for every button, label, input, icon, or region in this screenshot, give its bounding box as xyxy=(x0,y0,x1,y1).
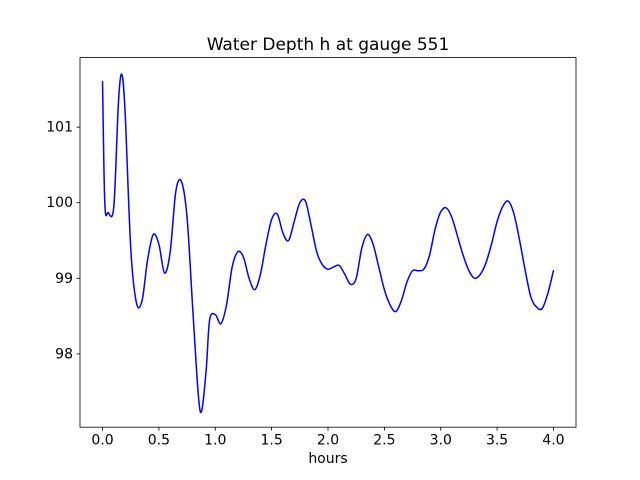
x-tick-label: 2.5 xyxy=(373,433,395,449)
x-tick-label: 3.5 xyxy=(486,433,508,449)
x-tick-label: 2.0 xyxy=(317,433,339,449)
x-tick-label: 0.0 xyxy=(91,433,113,449)
y-tick-label: 98 xyxy=(55,346,73,362)
x-tick-label: 4.0 xyxy=(542,433,564,449)
x-tick-label: 0.5 xyxy=(148,433,170,449)
plot-frame xyxy=(79,57,577,428)
water-depth-line xyxy=(101,73,555,414)
x-tick-label: 3.0 xyxy=(430,433,452,449)
x-tick-label: 1.5 xyxy=(261,433,283,449)
y-tick-label: 100 xyxy=(46,195,73,211)
y-tick-label: 101 xyxy=(46,120,73,136)
y-tick-label: 99 xyxy=(55,271,73,287)
x-axis-label: hours xyxy=(308,451,348,467)
chart-title: Water Depth h at gauge 551 xyxy=(206,35,450,55)
x-tick-label: 1.0 xyxy=(204,433,226,449)
